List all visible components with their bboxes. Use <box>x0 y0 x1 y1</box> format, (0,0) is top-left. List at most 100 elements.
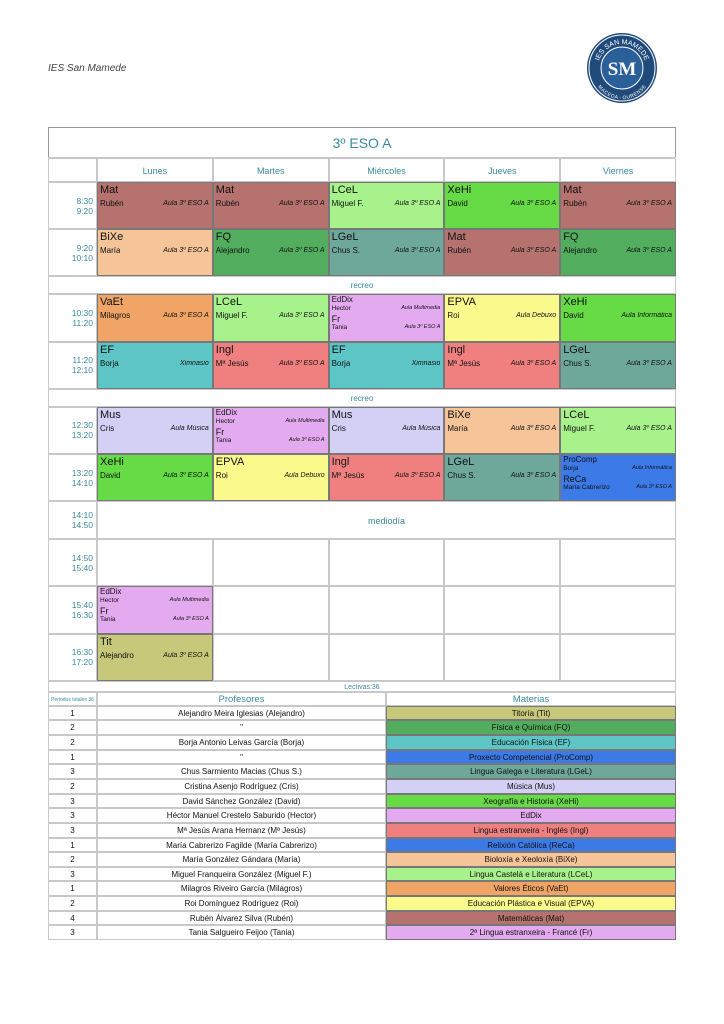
subject-name: EdDix <box>386 808 676 823</box>
subject-code: EdDix <box>331 295 353 305</box>
lesson-cell <box>97 406 213 454</box>
lesson-cell <box>97 341 213 389</box>
subject-name: Bioloxía e Xeoloxía (BiXe) <box>386 852 676 867</box>
subject-code: XeHi <box>563 296 588 309</box>
time-start: 12:30 <box>71 420 93 431</box>
teacher: Tania <box>100 616 116 624</box>
lesson-cell <box>97 586 213 634</box>
teacher: Tania <box>331 324 348 332</box>
subject-code: BiXe <box>447 408 471 421</box>
time-end: 17:20 <box>71 657 93 668</box>
subject-code: XeHi <box>447 184 472 196</box>
day-header: Viernes <box>560 158 676 182</box>
period-count: 1 <box>48 837 97 853</box>
subject-code: VaEt <box>100 296 124 309</box>
subjects-heading: Materias <box>386 691 676 706</box>
room: Aula 3º ESO A <box>394 472 441 479</box>
lesson-cell <box>328 229 445 277</box>
lesson-cell <box>212 341 329 389</box>
room: Aula Multimedia <box>401 305 441 312</box>
teacher-name: Tania Salgueiro Feijoo (Tania) <box>97 925 386 940</box>
period-count: 3 <box>48 808 97 823</box>
teacher-name: Borja Antonio Leivas García (Borja) <box>97 735 386 750</box>
empty-cell <box>328 539 445 587</box>
teacher: Roi <box>215 471 228 480</box>
teacher-name: Rubén Álvarez Silva (Rubén) <box>97 910 386 926</box>
empty-cell <box>328 586 445 634</box>
room: Aula 3º ESO A <box>279 312 325 320</box>
time-cell <box>48 229 97 277</box>
subject-code: Ingl <box>447 343 466 356</box>
subject-code: Mat <box>563 184 582 196</box>
room: Aula 3º ESO A <box>626 359 672 367</box>
time-cell <box>48 341 97 389</box>
time-start: 13:20 <box>71 467 93 478</box>
time-cell <box>48 406 97 454</box>
teacher: Milagros <box>100 311 131 321</box>
empty-cell <box>328 633 445 681</box>
lesson-cell <box>560 406 676 454</box>
subject-name: Física e Química (FQ) <box>386 720 676 736</box>
empty-cell <box>560 633 676 681</box>
teacher: María <box>100 246 121 256</box>
logo-inner <box>600 46 644 90</box>
lesson-cell <box>328 454 445 502</box>
subject-code: EdDix <box>215 407 238 417</box>
subject-code: ProComp <box>563 455 597 464</box>
room: Aula 3º ESO A <box>394 200 441 207</box>
subject-code: Mus <box>331 408 353 421</box>
subject-code: Mat <box>447 231 466 244</box>
teacher: María <box>447 423 468 433</box>
subject-name: Relixión Católica (ReCa) <box>386 837 676 853</box>
room: Aula Multimedia <box>285 417 325 424</box>
time-end: 14:50 <box>71 520 93 531</box>
teacher: Rubén <box>100 199 124 208</box>
period-count: 4 <box>48 910 97 926</box>
teacher-name: Alejandro Meira Iglesias (Alejandro) <box>97 705 386 721</box>
teacher: Alejandro <box>100 650 134 660</box>
teacher: Hector <box>100 597 120 605</box>
subject-code: FQ <box>215 231 232 244</box>
room: Aula 3º ESO A <box>279 359 325 367</box>
teacher-name: Cristina Asenjo Rodríguez (Cris) <box>97 778 386 794</box>
empty-cell <box>212 586 329 634</box>
teacher: Alejandro <box>215 246 250 256</box>
teacher: Rubén <box>447 246 471 256</box>
lectivas: Lectivas:36 <box>48 680 676 692</box>
room: Aula 3º ESO A <box>626 247 672 255</box>
room: Aula 3º ESO A <box>404 324 441 331</box>
teacher: Cris <box>331 423 346 433</box>
subject-code: LCeL <box>563 408 590 421</box>
room: Aula 3º ESO A <box>173 616 209 623</box>
lesson-cell <box>212 229 329 277</box>
period-count: 3 <box>48 822 97 838</box>
subject-code: ReCa <box>563 474 587 484</box>
time-cell <box>48 539 97 587</box>
subject-code: Mat <box>100 184 119 196</box>
time-start: 9:20 <box>76 242 93 253</box>
lesson-cell <box>444 406 561 454</box>
time-end: 11:20 <box>72 318 93 328</box>
period-count: 1 <box>48 705 97 721</box>
logo-ring <box>588 34 656 102</box>
empty-cell <box>444 633 561 681</box>
teacher: Alejandro <box>563 246 597 256</box>
empty-cell <box>444 539 561 587</box>
subject-code: Ingl <box>215 343 234 356</box>
subject-code: BiXe <box>100 231 124 244</box>
subject-code: LGeL <box>331 231 359 244</box>
subject-code: EF <box>100 343 115 356</box>
teacher: Borja <box>331 358 351 368</box>
period-count: 3 <box>48 866 97 882</box>
teacher-name: Roi Domínguez Rodríguez (Roi) <box>97 896 386 911</box>
period-count: 2 <box>48 735 97 750</box>
lesson-cell <box>444 341 561 389</box>
time-end: 10:10 <box>71 252 93 263</box>
time-start: 10:30 <box>71 308 93 318</box>
teacher-name: María Cabrerizo Fagilde (María Cabrerizo… <box>97 837 386 853</box>
lesson-cell <box>444 182 561 230</box>
logo: IES SAN MAMEDE SM MACEDA - OURENSE <box>587 33 657 103</box>
subject-name: Lingua Castelá e Literatura (LCeL) <box>386 866 676 882</box>
subject-name: Titoría (Tit) <box>386 705 676 721</box>
